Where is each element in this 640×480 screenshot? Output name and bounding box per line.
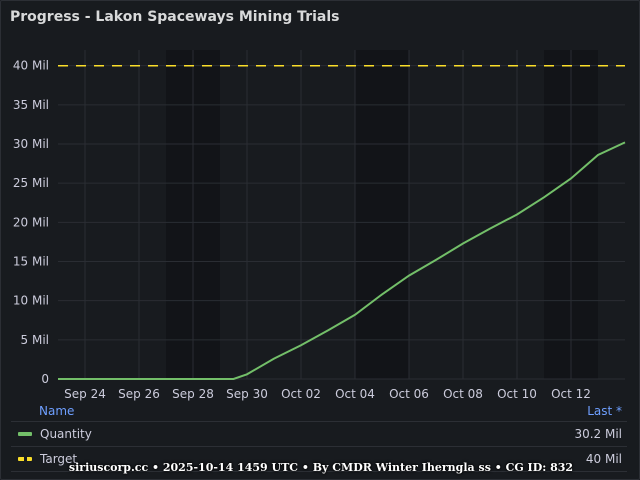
- x-tick-label: Oct 02: [281, 387, 321, 401]
- y-tick-label: 30 Mil: [13, 137, 49, 151]
- y-tick-label: 25 Mil: [13, 176, 49, 190]
- x-tick-label: Oct 10: [497, 387, 537, 401]
- y-tick-label: 35 Mil: [13, 98, 49, 112]
- grid-lines: [58, 50, 625, 380]
- x-axis-ticks: Sep 24 Sep 26 Sep 28 Sep 30 Oct 02 Oct 04 Oct …: [64, 387, 591, 401]
- series-lines: [58, 64, 626, 380]
- legend-swatch-quantity: [18, 432, 32, 436]
- legend-row-target[interactable]: Target 40 Mil: [11, 447, 627, 472]
- legend-name-target: Target: [40, 452, 78, 466]
- y-tick-label: 10 Mil: [13, 294, 49, 308]
- legend-name-quantity: Quantity: [40, 427, 92, 441]
- x-tick-label: Sep 30: [226, 387, 268, 401]
- legend-header-last[interactable]: Last *: [587, 404, 622, 418]
- y-axis-ticks: 0 5 Mil 10 Mil 15 Mil 20 Mil 25 Mil 30 Mil 35 M…: [13, 59, 49, 386]
- y-tick-label: 5 Mil: [21, 333, 49, 347]
- x-tick-label: Oct 04: [335, 387, 375, 401]
- y-tick-label: 40 Mil: [13, 59, 49, 73]
- weekend-bands: [166, 50, 598, 379]
- x-tick-label: Oct 06: [389, 387, 429, 401]
- x-tick-label: Sep 28: [172, 387, 214, 401]
- x-tick-label: Oct 12: [551, 387, 591, 401]
- legend-swatch-target: [18, 457, 32, 461]
- line-chart: 0 5 Mil 10 Mil 15 Mil 20 Mil 25 Mil 30 Mil 35 M…: [13, 50, 626, 401]
- y-tick-label: 20 Mil: [13, 215, 49, 229]
- x-tick-label: Oct 08: [443, 387, 483, 401]
- legend-row-quantity[interactable]: Quantity 30.2 Mil: [11, 422, 627, 447]
- legend-last-quantity: 30.2 Mil: [574, 427, 622, 441]
- footer-credit: siriuscorp.cc • 2025-10-14 1459 UTC • By…: [68, 461, 574, 474]
- legend-table: Name Last * Quantity 30.2 Mil Target 40 …: [11, 401, 627, 472]
- y-tick-label: 0: [41, 372, 49, 386]
- panel-title: Progress - Lakon Spaceways Mining Trials: [10, 9, 340, 25]
- legend-header-name[interactable]: Name: [39, 404, 75, 418]
- y-tick-label: 15 Mil: [13, 255, 49, 269]
- series-line-quantity: [58, 141, 626, 380]
- x-tick-label: Sep 24: [64, 387, 106, 401]
- x-tick-label: Sep 26: [118, 387, 160, 401]
- legend-last-target: 40 Mil: [585, 452, 622, 466]
- weekend-band: [355, 50, 409, 379]
- legend-header: Name Last *: [11, 401, 627, 422]
